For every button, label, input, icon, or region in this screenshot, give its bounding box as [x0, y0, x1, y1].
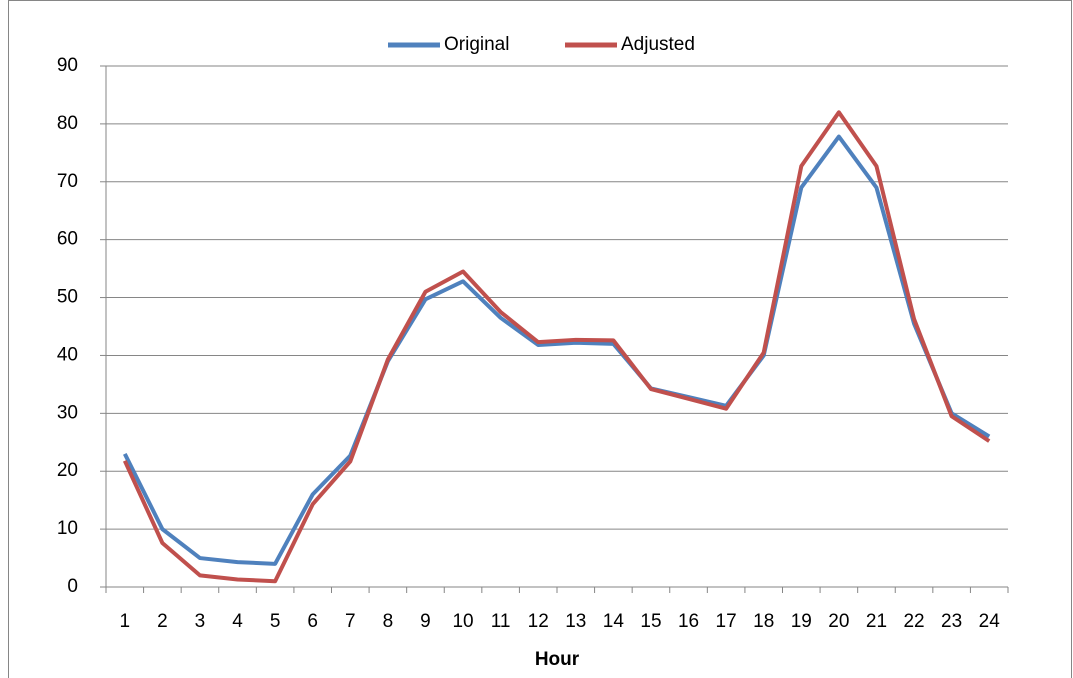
legend-label: Original: [444, 34, 509, 55]
x-axis-label: Hour: [535, 649, 580, 670]
x-tick-label: 22: [903, 611, 924, 632]
x-tick-label: 24: [979, 611, 1001, 632]
y-tick-label: 80: [57, 113, 78, 134]
x-tick-label: 18: [753, 611, 774, 632]
x-tick-label: 3: [195, 611, 206, 632]
x-tick-label: 20: [828, 611, 849, 632]
x-tick-label: 6: [307, 611, 318, 632]
x-tick-label: 19: [791, 611, 812, 632]
y-tick-label: 0: [67, 576, 78, 597]
x-tick-label: 9: [420, 611, 431, 632]
x-tick-label: 14: [603, 611, 625, 632]
x-tick-label: 13: [565, 611, 586, 632]
x-tick-label: 1: [120, 611, 131, 632]
x-tick-label: 11: [491, 611, 511, 632]
x-tick-label: 4: [232, 611, 243, 632]
x-tick-label: 17: [716, 611, 737, 632]
x-tick-label: 23: [941, 611, 962, 632]
y-tick-label: 70: [57, 171, 78, 192]
y-tick-label: 50: [57, 287, 78, 308]
line-series: [123, 134, 991, 566]
x-tick-label: 21: [866, 611, 887, 632]
x-tick-label: 10: [452, 611, 473, 632]
y-tick-label: 60: [57, 229, 78, 250]
x-tick-label: 5: [270, 611, 281, 632]
y-tick-label: 90: [57, 55, 78, 76]
x-tick-label: 7: [345, 611, 356, 632]
x-tick-label: 2: [157, 611, 168, 632]
line-series: [122, 110, 991, 584]
x-tick-label: 8: [383, 611, 394, 632]
chart-border: [8, 0, 1072, 678]
y-tick-label: 10: [57, 518, 78, 539]
y-tick-label: 30: [57, 402, 78, 423]
x-tick-label: 16: [678, 611, 699, 632]
x-tick-label: 12: [528, 611, 549, 632]
legend-label: Adjusted: [621, 34, 695, 55]
y-tick-label: 40: [57, 344, 78, 365]
y-tick-label: 20: [57, 460, 78, 481]
x-tick-label: 15: [640, 611, 661, 632]
